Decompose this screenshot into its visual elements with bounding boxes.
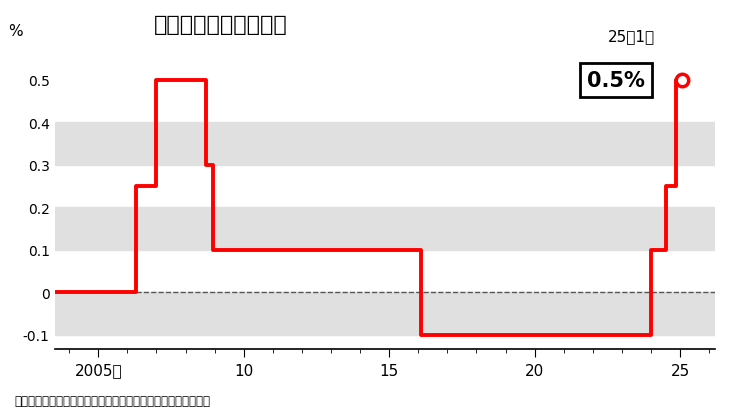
- Text: 日本の政策金利の推移: 日本の政策金利の推移: [153, 15, 288, 35]
- Text: 0.5%: 0.5%: [587, 71, 645, 91]
- Text: %: %: [8, 24, 23, 39]
- Bar: [55, 208, 715, 250]
- Bar: [55, 123, 715, 165]
- Text: 無担保コール翌日物レートまたは日銀当座預金への付利の水準: 無担保コール翌日物レートまたは日銀当座預金への付利の水準: [15, 394, 210, 407]
- Bar: [55, 292, 715, 335]
- Text: 25年1月: 25年1月: [608, 29, 655, 44]
